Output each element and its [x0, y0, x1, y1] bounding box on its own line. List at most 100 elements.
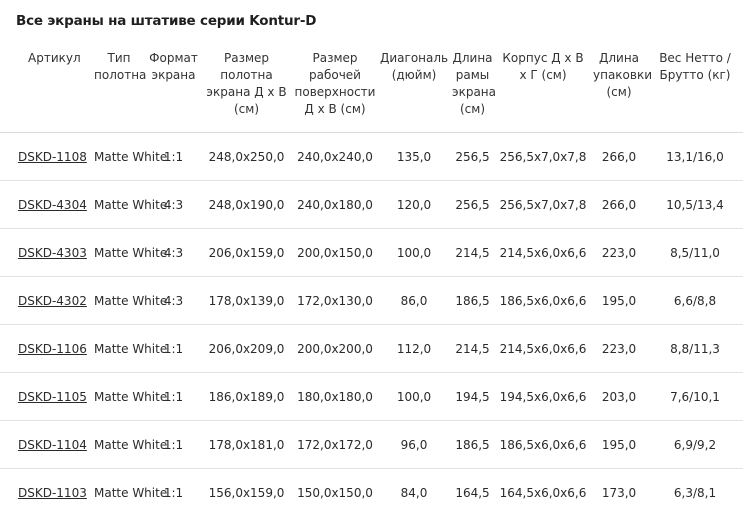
cell-type: Matte White — [92, 372, 167, 421]
cell-diagonal: 86,0 — [378, 276, 450, 325]
column-header-weight: Вес Нетто / Брутто (кг) — [647, 46, 743, 133]
table-row: DSKD-1108 Matte White 1:1 248,0x250,0 240,0x… — [0, 132, 743, 181]
cell-screen-size: 248,0x190,0 — [201, 180, 292, 229]
cell-weight: 7,6/10,1 — [647, 372, 743, 421]
cell-package-length: 173,0 — [601, 485, 637, 500]
cell-format: 1:1 — [146, 420, 201, 469]
cell-article: DSKD-4304 — [0, 180, 92, 229]
cell-screen-size: 186,0x189,0 — [201, 372, 292, 421]
column-header-work-surface: Размер рабочей поверхности Д х В (см) — [292, 46, 378, 133]
cell-weight: 8,5/11,0 — [647, 228, 743, 277]
cell-case: 164,5x6,0x6,6 — [499, 485, 587, 500]
cell-diagonal: 120,0 — [378, 180, 450, 229]
cell-type: Matte White — [92, 420, 167, 469]
cell-frame-length: 214,5 — [450, 324, 495, 373]
table-row: DSKD-4302 Matte White 4:3 178,0x139,0 172,0x… — [0, 276, 743, 325]
cell-type: Matte White — [92, 228, 167, 277]
cell-case: 186,5x6,0x6,6 — [495, 276, 591, 325]
cell-diagonal: 112,0 — [378, 324, 450, 373]
article-link[interactable]: DSKD-1103 — [18, 485, 87, 500]
cell-package-length: 195,0 — [591, 420, 647, 469]
cell-format: 1:1 — [146, 132, 201, 181]
cell-format: 1:1 — [146, 324, 201, 373]
article-link[interactable]: DSKD-1104 — [18, 437, 87, 452]
cell-format: 4:3 — [146, 180, 201, 229]
cell-frame-length: 256,5 — [450, 132, 495, 181]
cell-work-surface: 240,0x180,0 — [292, 180, 378, 229]
cell-format: 1:1 — [146, 372, 201, 421]
cell-screen-size: 248,0x250,0 — [201, 132, 292, 181]
cell-article: DSKD-4303 — [0, 228, 92, 277]
cell-screen-size: 206,0x209,0 — [201, 324, 292, 373]
table-row: DSKD-1104 Matte White 1:1 178,0x181,0 172,0x… — [0, 420, 743, 469]
cell-package-length: 195,0 — [591, 276, 647, 325]
cell-weight: 6,9/9,2 — [647, 420, 743, 469]
cell-frame-length: 256,5 — [450, 180, 495, 229]
table-row: DSKD-1106 Matte White 1:1 206,0x209,0 200,0x… — [0, 324, 743, 373]
cell-package-length: 266,0 — [591, 180, 647, 229]
table-header: Артикул Тип полотна Формат экрана Размер… — [0, 46, 743, 133]
cell-weight: 6,6/8,8 — [647, 276, 743, 325]
specs-table: Артикул Тип полотна Формат экрана Размер… — [0, 46, 743, 516]
page-title: Все экраны на штативе серии Kontur-D — [16, 13, 317, 29]
table-row: DSKD-4303 Matte White 4:3 206,0x159,0 200,0x… — [0, 228, 743, 277]
cell-frame-length: 164,5 — [455, 485, 490, 500]
cell-weight: 13,1/16,0 — [647, 132, 743, 181]
column-header-diagonal: Диагональ (дюйм) — [378, 46, 450, 133]
table-row: DSKD-1103 Matte White 1:1 156,0x159,0 150,0x… — [0, 469, 743, 517]
cell-package-length: 203,0 — [591, 372, 647, 421]
cell-work-surface: 200,0x200,0 — [292, 324, 378, 373]
article-link[interactable]: DSKD-1106 — [18, 341, 87, 356]
cell-type: Matte White — [94, 485, 168, 500]
cell-type: Matte White — [92, 132, 167, 181]
cell-work-surface: 180,0x180,0 — [292, 372, 378, 421]
cell-article: DSKD-1103 — [0, 469, 92, 517]
column-header-article: Артикул — [0, 46, 92, 133]
cell-work-surface: 172,0x172,0 — [292, 420, 378, 469]
cell-case: 256,5x7,0x7,8 — [495, 180, 591, 229]
column-header-format: Формат экрана — [146, 46, 201, 133]
cell-diagonal: 96,0 — [378, 420, 450, 469]
table-row: DSKD-1105 Matte White 1:1 186,0x189,0 180,0x… — [0, 372, 743, 421]
article-link[interactable]: DSKD-1105 — [18, 389, 87, 404]
cell-type: Matte White — [92, 276, 167, 325]
cell-screen-size: 178,0x181,0 — [201, 420, 292, 469]
cell-weight: 8,8/11,3 — [647, 324, 743, 373]
cell-case: 256,5x7,0x7,8 — [495, 132, 591, 181]
cell-type: Matte White — [92, 324, 167, 373]
cell-diagonal: 100,0 — [378, 372, 450, 421]
cell-type: Matte White — [92, 180, 167, 229]
cell-screen-size: 178,0x139,0 — [201, 276, 292, 325]
cell-case: 214,5x6,0x6,6 — [495, 324, 591, 373]
header-row: Артикул Тип полотна Формат экрана Размер… — [0, 46, 743, 133]
cell-work-surface: 150,0x150,0 — [297, 485, 373, 500]
article-link[interactable]: DSKD-4303 — [18, 245, 87, 260]
cell-screen-size: 206,0x159,0 — [201, 228, 292, 277]
cell-article: DSKD-1104 — [0, 420, 92, 469]
cell-case: 194,5x6,0x6,6 — [495, 372, 591, 421]
cell-package-length: 223,0 — [591, 324, 647, 373]
cell-diagonal: 100,0 — [378, 228, 450, 277]
cell-package-length: 266,0 — [591, 132, 647, 181]
cell-format: 1:1 — [163, 485, 184, 500]
cell-article: DSKD-1106 — [0, 324, 92, 373]
article-link[interactable]: DSKD-1108 — [18, 149, 87, 164]
cell-weight: 6,3/8,1 — [673, 485, 717, 500]
article-link[interactable]: DSKD-4302 — [18, 293, 87, 308]
column-header-package-length: Длина упаковки (см) — [591, 46, 652, 133]
table-row: DSKD-4304 Matte White 4:3 248,0x190,0 240,0x… — [0, 180, 743, 229]
cell-frame-length: 186,5 — [450, 276, 495, 325]
cell-case: 186,5x6,0x6,6 — [495, 420, 591, 469]
cell-diagonal: 135,0 — [378, 132, 450, 181]
cell-screen-size: 156,0x159,0 — [208, 485, 285, 500]
column-header-frame-length: Длина рамы экрана (см) — [450, 46, 496, 133]
cell-work-surface: 240,0x240,0 — [292, 132, 378, 181]
cell-article: DSKD-1105 — [0, 372, 92, 421]
cell-article: DSKD-1108 — [0, 132, 92, 181]
cell-format: 4:3 — [146, 228, 201, 277]
cell-weight: 10,5/13,4 — [647, 180, 743, 229]
cell-frame-length: 214,5 — [450, 228, 495, 277]
table-body: DSKD-1108 Matte White 1:1 248,0x250,0 240,0x… — [0, 132, 743, 517]
cell-frame-length: 186,5 — [450, 420, 495, 469]
article-link[interactable]: DSKD-4304 — [18, 197, 87, 212]
